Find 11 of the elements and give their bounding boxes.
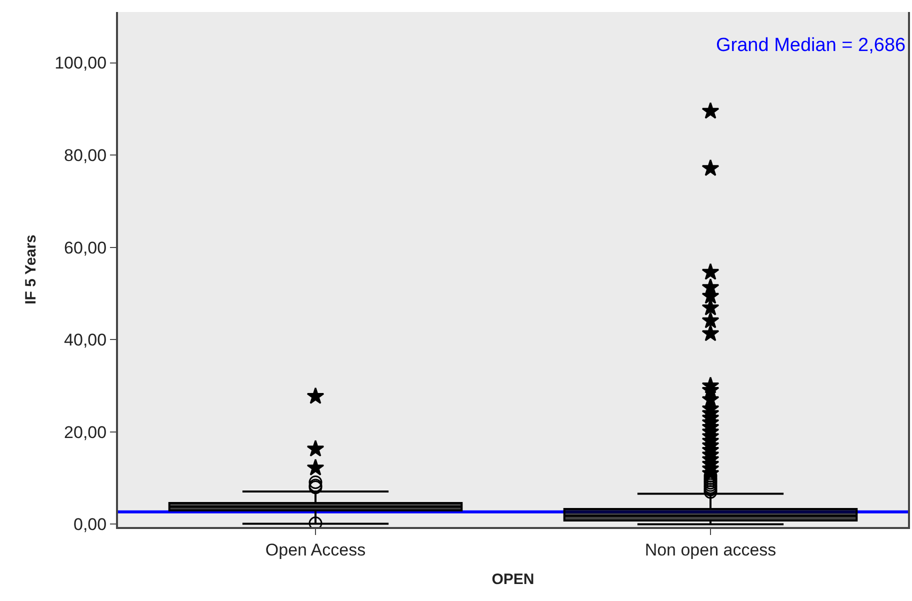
- y-tick-label: 0,00: [74, 515, 107, 534]
- y-tick-label: 20,00: [64, 422, 107, 442]
- x-tick-label: Non open access: [644, 540, 776, 560]
- y-axis-title: IF 5 Years: [22, 234, 40, 304]
- y-tick-label: 40,00: [64, 330, 107, 350]
- x-tick-label: Open Access: [265, 540, 366, 560]
- y-tick-label: 100,00: [54, 54, 107, 73]
- ref-line-label: Grand Median = 2,686: [716, 35, 906, 56]
- y-tick-label: 80,00: [64, 146, 107, 166]
- y-tick-label: 60,00: [64, 238, 107, 258]
- x-axis-title: OPEN: [492, 570, 534, 588]
